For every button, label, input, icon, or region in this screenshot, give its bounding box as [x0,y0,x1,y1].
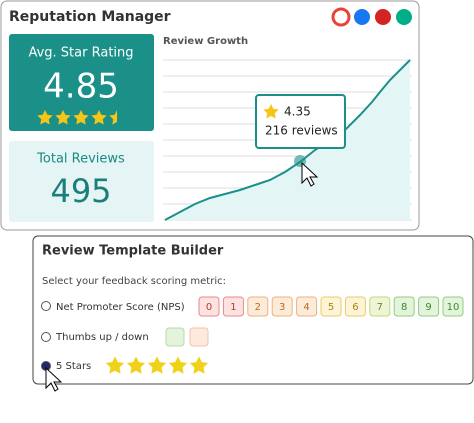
radio[interactable] [41,301,51,311]
option-label: Net Promoter Score (NPS) [56,302,185,313]
template-prompt: Select your feedback scoring metric: [42,276,226,287]
radio[interactable] [41,332,51,342]
nps-label: 7 [377,302,383,313]
nps-label: 8 [401,302,407,313]
nps-label: 2 [255,302,261,313]
nps-scale: 0 1 2 3 4 5 6 7 8 9 10 [198,296,464,317]
nps-box[interactable] [320,296,342,317]
tooltip [255,94,346,149]
source-icons [331,7,412,27]
nps-label: 1 [230,302,236,313]
nps-label: 6 [352,302,358,313]
chart-title: Review Growth [163,36,248,47]
nps-box[interactable] [296,296,318,317]
total-reviews-box [9,141,154,222]
nps-box[interactable] [418,296,440,317]
avg-rating-value: 4.85 [43,67,119,107]
nps-box[interactable] [442,296,464,317]
nps-box[interactable] [247,296,269,317]
nps-box[interactable] [393,296,415,317]
nps-box[interactable] [222,296,244,317]
nps-label: 0 [206,302,212,313]
total-reviews-value: 495 [50,172,111,210]
option-label: 5 Stars [56,361,91,372]
thumbs-down[interactable] [189,327,209,347]
nps-box[interactable] [344,296,366,317]
nps-label: 4 [303,302,309,313]
thumbs-up[interactable] [165,327,185,347]
avg-rating-label: Avg. Star Rating [28,46,133,61]
nps-label: 10 [447,302,460,313]
nps-label: 9 [425,302,431,313]
card-title: Reputation Manager [9,9,171,25]
tooltip-reviews: 216 reviews [265,124,338,138]
total-reviews-label: Total Reviews [36,152,125,167]
option-label: Thumbs up / down [55,332,149,343]
cursor [301,161,319,187]
nps-box[interactable] [271,296,293,317]
nps-box[interactable] [369,296,391,317]
nps-label: 3 [279,302,285,313]
template-title: Review Template Builder [42,244,224,259]
cursor [45,366,63,392]
nps-label: 5 [328,302,334,313]
growth-area [165,60,410,220]
avg-rating-box [9,34,154,131]
nps-box[interactable] [198,296,220,317]
tooltip-rating: 4.35 [284,105,311,119]
